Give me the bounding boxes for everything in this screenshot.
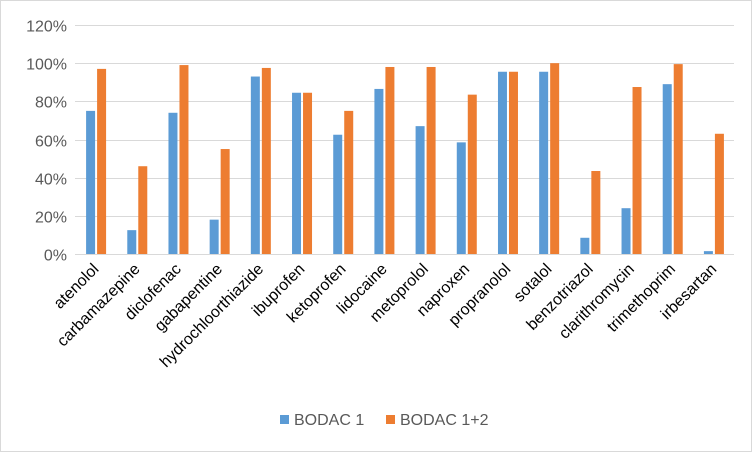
y-tick-label: 0% xyxy=(44,248,67,265)
bar-bodac-1-2-gabapentine xyxy=(220,149,230,254)
legend-label: BODAC 1 xyxy=(294,412,364,429)
bar-bodac-1-carbamazepine xyxy=(127,230,137,254)
bar-bodac-1-2-trimethoprim xyxy=(673,64,683,254)
x-axis-labels: atenololcarbamazepinediclofenacgabapenti… xyxy=(51,261,720,371)
bar-bodac-1-2-lidocaine xyxy=(385,66,395,254)
bar-bodac-1-ketoprofen xyxy=(333,134,343,254)
bar-bodac-1-2-benzotriazol xyxy=(591,170,601,254)
bar-bodac-1-2-sotalol xyxy=(550,63,560,254)
bar-bodac-1-metoprolol xyxy=(415,126,425,254)
bar-bodac-1-irbesartan xyxy=(703,251,713,254)
legend-swatch xyxy=(386,415,395,424)
bar-bodac-1-2-propranolol xyxy=(508,71,518,254)
bar-bodac-1-gabapentine xyxy=(209,219,219,254)
bar-bodac-1-lidocaine xyxy=(374,88,384,255)
bar-bodac-1-diclofenac xyxy=(168,112,178,254)
legend: BODAC 1 BODAC 1+2 xyxy=(280,412,489,429)
bars xyxy=(86,63,724,255)
bar-bodac-1-2-ibuprofen xyxy=(303,92,313,254)
bar-bodac-1-2-clarithromycin xyxy=(632,87,642,255)
bar-bodac-1-2-atenolol xyxy=(97,68,107,254)
bar-bodac-1-trimethoprim xyxy=(662,84,672,254)
y-tick-label: 80% xyxy=(35,95,67,112)
bar-bodac-1-sotalol xyxy=(539,71,549,254)
bar-bodac-1-ibuprofen xyxy=(292,92,302,254)
bar-bodac-1-clarithromycin xyxy=(621,208,631,254)
bar-bodac-1-2-carbamazepine xyxy=(138,166,148,254)
legend-swatch xyxy=(280,415,289,424)
bar-bodac-1-2-ketoprofen xyxy=(344,110,354,255)
bar-bodac-1-2-metoprolol xyxy=(426,66,436,254)
bar-bodac-1-naproxen xyxy=(456,142,466,254)
y-tick-label: 20% xyxy=(35,210,67,227)
y-tick-label: 60% xyxy=(35,134,67,151)
bar-bodac-1-2-hydrochloorthiazide xyxy=(261,67,271,254)
y-tick-label: 40% xyxy=(35,172,67,189)
bar-bodac-1-benzotriazol xyxy=(580,237,590,254)
bar-bodac-1-2-irbesartan xyxy=(714,133,724,254)
legend-label: BODAC 1+2 xyxy=(400,412,489,429)
bar-bodac-1-2-diclofenac xyxy=(179,65,189,254)
bar-bodac-1-propranolol xyxy=(497,71,507,254)
bar-bodac-1-hydrochloorthiazide xyxy=(250,76,260,254)
bar-bodac-1-atenolol xyxy=(86,110,96,255)
y-axis-ticks: 0% 20% 40% 60% 80% 100% 120% xyxy=(26,19,67,265)
y-tick-label: 120% xyxy=(26,19,67,36)
bar-bodac-1-2-naproxen xyxy=(467,94,477,255)
y-tick-label: 100% xyxy=(26,57,67,74)
